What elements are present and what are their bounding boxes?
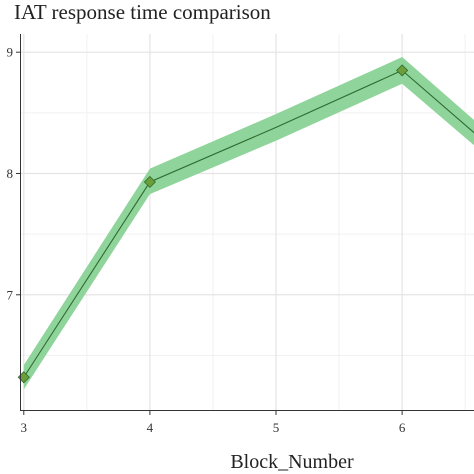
x-tick-label: 4 bbox=[147, 420, 154, 435]
data-point-marker bbox=[143, 175, 156, 189]
axis-layer bbox=[16, 34, 474, 415]
confidence-band-layer bbox=[23, 57, 474, 390]
y-tick-label: 8 bbox=[7, 166, 14, 181]
grid bbox=[20, 34, 474, 410]
confidence-band bbox=[23, 57, 474, 390]
x-tick-label: 3 bbox=[21, 420, 28, 435]
tick-label-layer: 3 4 5 6 7 8 9 bbox=[7, 45, 406, 435]
data-point-marker bbox=[396, 64, 409, 77]
y-tick-label: 7 bbox=[7, 287, 14, 302]
series-line-layer bbox=[23, 69, 474, 378]
x-tick-label: 6 bbox=[399, 420, 406, 435]
x-tick-label: 5 bbox=[273, 420, 280, 435]
x-axis-label: Block_Number bbox=[230, 451, 354, 473]
series-line bbox=[23, 69, 474, 378]
y-tick-label: 9 bbox=[7, 45, 14, 60]
chart-title: IAT response time comparison bbox=[14, 0, 271, 24]
